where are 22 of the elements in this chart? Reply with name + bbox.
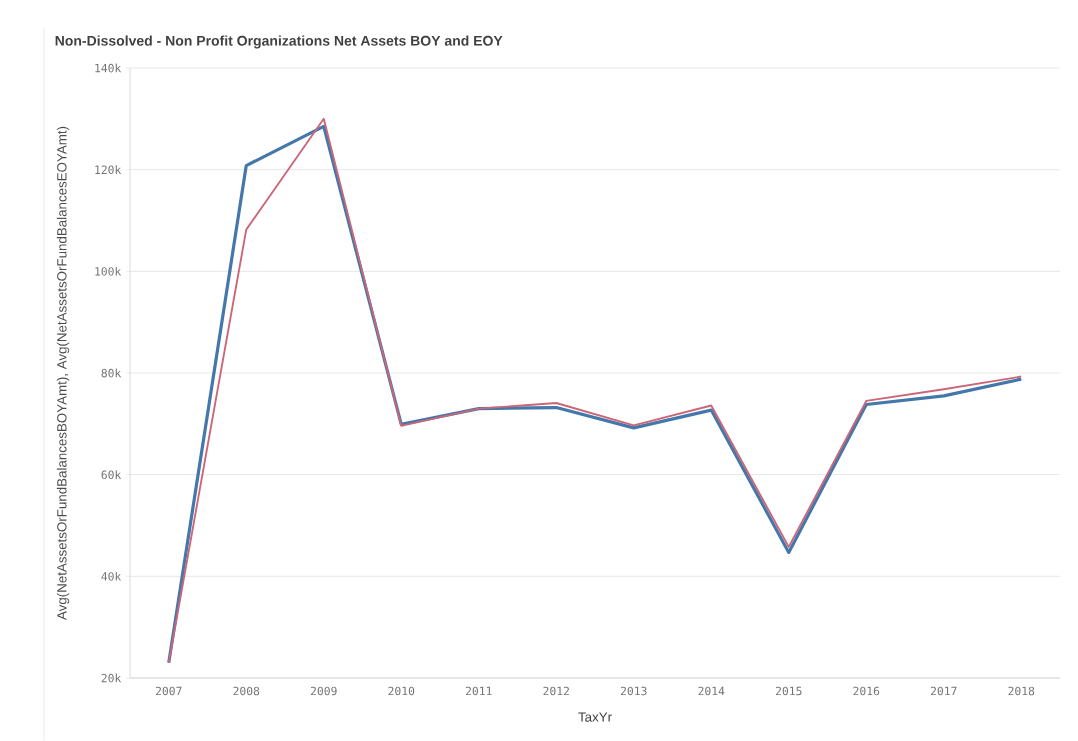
x-tick-label: 2013 bbox=[620, 686, 647, 696]
chart-title: Non-Dissolved - Non Profit Organizations Net Assets BOY and EOY bbox=[55, 35, 503, 49]
x-tick-label: 2014 bbox=[698, 686, 725, 696]
x-tick-label: 2007 bbox=[155, 686, 182, 696]
y-tick-label: 120k bbox=[95, 165, 122, 175]
x-axis-title: TaxYr bbox=[578, 712, 612, 722]
x-tick-label: 2018 bbox=[1008, 686, 1035, 696]
y-tick-label: 40k bbox=[101, 571, 122, 581]
x-tick-label: 2012 bbox=[543, 686, 569, 696]
x-tick-label: 2008 bbox=[233, 686, 260, 696]
y-tick-label: 20k bbox=[101, 673, 122, 683]
x-tick-label: 2009 bbox=[310, 686, 337, 696]
y-tick-label: 80k bbox=[101, 368, 122, 378]
x-tick-label: 2017 bbox=[930, 686, 957, 696]
y-axis-title: Avg(NetAssetsOrFundBalancesBOYAmt), Avg(NetAssetsOrFundBalancesEOYAmt) bbox=[56, 126, 70, 620]
x-tick-label: 2011 bbox=[465, 686, 492, 696]
y-tick-label: 100k bbox=[95, 266, 122, 276]
y-tick-label: 140k bbox=[95, 63, 122, 73]
x-tick-label: 2010 bbox=[388, 686, 415, 696]
x-tick-label: 2015 bbox=[775, 686, 802, 696]
x-tick-label: 2016 bbox=[853, 686, 880, 696]
y-tick-label: 60k bbox=[101, 470, 122, 480]
